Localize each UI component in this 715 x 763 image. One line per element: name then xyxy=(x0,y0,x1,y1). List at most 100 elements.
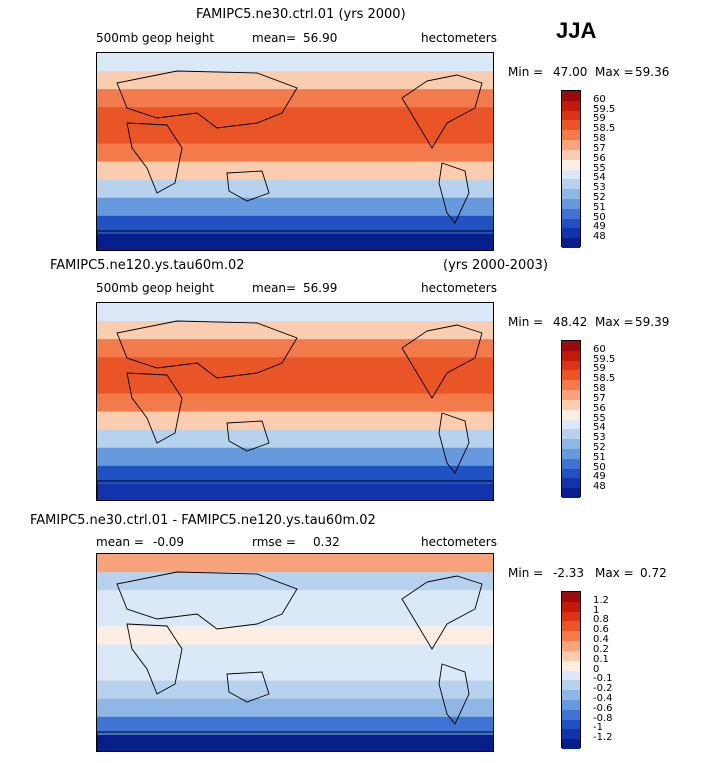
panel-1-map xyxy=(96,52,494,251)
colorbar-tick-label: -0.8 xyxy=(593,712,613,724)
colorbar-segment xyxy=(562,468,580,479)
panel-3-rmse-label: rmse = xyxy=(252,535,296,549)
coastline xyxy=(97,731,493,751)
colorbar-tick-label: 49 xyxy=(593,471,606,483)
colorbar-segment xyxy=(562,660,580,671)
map-band xyxy=(97,572,493,591)
map-band xyxy=(97,321,493,340)
colorbar-segment xyxy=(562,370,580,381)
map-band xyxy=(97,662,493,682)
colorbar-segment xyxy=(562,159,580,170)
map-band xyxy=(97,89,493,108)
colorbar-segment xyxy=(562,690,580,700)
coastline xyxy=(126,122,183,194)
colorbar-segment xyxy=(562,439,580,449)
panel-3-map xyxy=(96,553,494,752)
coastline xyxy=(126,372,183,444)
colorbar-tick-label: 58 xyxy=(593,383,606,395)
map-band xyxy=(97,734,493,751)
colorbar-segment xyxy=(562,350,580,361)
panel-3-min-label: Min = xyxy=(508,566,544,580)
panel-3-max-value: 0.72 xyxy=(640,566,667,580)
colorbar-segment xyxy=(562,670,580,681)
panel-3-colorbar xyxy=(561,591,581,749)
colorbar-segment xyxy=(562,488,580,498)
colorbar-segment xyxy=(562,228,580,239)
colorbar-tick-label: 51 xyxy=(593,201,606,213)
coastline xyxy=(438,162,470,224)
panel-2-mean-label: mean= xyxy=(252,281,297,295)
colorbar-tick-label: 51 xyxy=(593,451,606,463)
panel-1-units: hectometers xyxy=(421,31,497,45)
map-band xyxy=(97,447,493,467)
colorbar-segment xyxy=(562,592,580,602)
colorbar-segment xyxy=(562,149,580,160)
map-field xyxy=(97,303,493,500)
map-band xyxy=(97,393,493,413)
colorbar-segment xyxy=(562,448,580,459)
coastline xyxy=(401,324,483,399)
map-band xyxy=(97,590,493,609)
coastline xyxy=(226,170,270,202)
colorbar-tick-label: -0.1 xyxy=(593,673,613,685)
map-band xyxy=(97,626,493,646)
panel-2-mean-value: 56.99 xyxy=(303,281,338,295)
panel-2-units: hectometers xyxy=(421,281,497,295)
map-band xyxy=(97,215,493,235)
panel-1-min-label: Min = xyxy=(508,65,544,79)
panel-3-title: FAMIPC5.ne30.ctrl.01 - FAMIPC5.ne120.ys.… xyxy=(30,513,376,528)
map-band xyxy=(97,53,493,72)
colorbar-tick-label: 59.5 xyxy=(593,103,616,115)
colorbar-segment xyxy=(562,91,580,101)
colorbar-tick-label: 48 xyxy=(593,481,606,493)
colorbar-tick-label: 57 xyxy=(593,142,606,154)
colorbar-tick-label: 49 xyxy=(593,221,606,233)
colorbar-segment xyxy=(562,601,580,612)
map-band xyxy=(97,554,493,573)
coastline xyxy=(401,575,483,650)
colorbar-tick-label: 56 xyxy=(593,152,606,164)
colorbar-tick-label: 60 xyxy=(593,343,606,355)
panel-3-rmse-value: 0.32 xyxy=(313,535,340,549)
map-band xyxy=(97,698,493,718)
colorbar-segment xyxy=(562,631,580,642)
colorbar-tick-label: 57 xyxy=(593,392,606,404)
map-field xyxy=(97,53,493,250)
colorbar-tick-label: -1.2 xyxy=(593,732,613,744)
colorbar-segment xyxy=(562,218,580,229)
map-field xyxy=(97,554,493,751)
coastline xyxy=(226,671,270,703)
colorbar-tick-label: 55 xyxy=(593,162,606,174)
colorbar-segment xyxy=(562,238,580,248)
coastline xyxy=(116,70,298,129)
colorbar-segment xyxy=(562,360,580,371)
coastline xyxy=(438,412,470,474)
colorbar-segment xyxy=(562,650,580,661)
coastline xyxy=(97,230,493,250)
colorbar-segment xyxy=(562,110,580,121)
colorbar-tick-label: 0.1 xyxy=(593,653,609,665)
map-band xyxy=(97,644,493,664)
colorbar-tick-label: 0.6 xyxy=(593,624,609,636)
colorbar-tick-label: 0.4 xyxy=(593,634,609,646)
colorbar-segment xyxy=(562,621,580,632)
colorbar-tick-label: -0.6 xyxy=(593,702,613,714)
panel-1-mean-value: 56.90 xyxy=(303,31,338,45)
colorbar-segment xyxy=(562,341,580,351)
map-band xyxy=(97,465,493,485)
colorbar-segment xyxy=(562,179,580,190)
colorbar-tick-label: 54 xyxy=(593,422,606,434)
panel-1-max-label: Max = xyxy=(595,65,634,79)
colorbar-segment xyxy=(562,458,580,469)
colorbar-tick-label: 56 xyxy=(593,402,606,414)
colorbar-segment xyxy=(562,699,580,710)
colorbar-tick-label: 54 xyxy=(593,172,606,184)
panel-1-mean-label: mean= xyxy=(252,31,297,45)
colorbar-tick-label: 1 xyxy=(593,604,600,616)
colorbar-segment xyxy=(562,100,580,111)
colorbar-segment xyxy=(562,409,580,420)
map-band xyxy=(97,233,493,250)
colorbar-segment xyxy=(562,208,580,219)
map-band xyxy=(97,608,493,627)
colorbar-segment xyxy=(562,399,580,410)
